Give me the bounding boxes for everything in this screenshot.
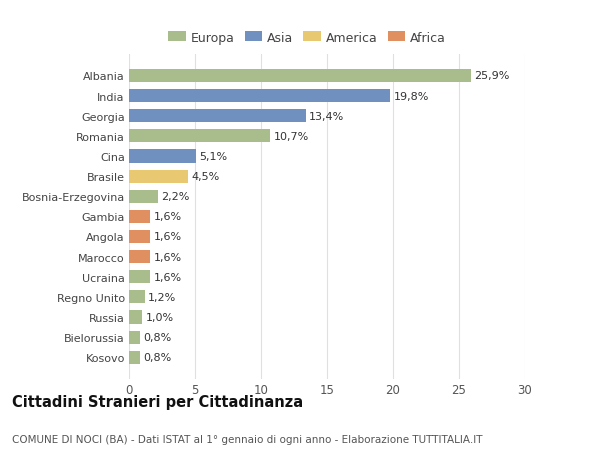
- Bar: [129, 170, 188, 183]
- Text: COMUNE DI NOCI (BA) - Dati ISTAT al 1° gennaio di ogni anno - Elaborazione TUTTI: COMUNE DI NOCI (BA) - Dati ISTAT al 1° g…: [12, 434, 482, 443]
- Text: 1,6%: 1,6%: [154, 232, 182, 242]
- Bar: [129, 130, 270, 143]
- Bar: [129, 230, 150, 243]
- Text: 1,6%: 1,6%: [154, 252, 182, 262]
- Bar: [129, 311, 142, 324]
- Text: 1,0%: 1,0%: [146, 312, 173, 322]
- Bar: [129, 150, 196, 163]
- Text: 19,8%: 19,8%: [394, 91, 429, 101]
- Text: 10,7%: 10,7%: [274, 132, 309, 141]
- Text: 0,8%: 0,8%: [143, 353, 171, 363]
- Bar: [129, 90, 391, 103]
- Text: 5,1%: 5,1%: [200, 151, 228, 162]
- Text: 1,6%: 1,6%: [154, 272, 182, 282]
- Bar: [129, 271, 150, 284]
- Text: 4,5%: 4,5%: [192, 172, 220, 182]
- Bar: [129, 351, 140, 364]
- Text: 13,4%: 13,4%: [309, 112, 344, 122]
- Text: 1,6%: 1,6%: [154, 212, 182, 222]
- Bar: [129, 291, 145, 304]
- Bar: [129, 190, 158, 203]
- Text: 2,2%: 2,2%: [161, 192, 190, 202]
- Bar: [129, 331, 140, 344]
- Text: 1,2%: 1,2%: [148, 292, 176, 302]
- Bar: [129, 110, 306, 123]
- Bar: [129, 251, 150, 263]
- Bar: [129, 70, 471, 83]
- Text: 25,9%: 25,9%: [474, 71, 509, 81]
- Text: Cittadini Stranieri per Cittadinanza: Cittadini Stranieri per Cittadinanza: [12, 394, 303, 409]
- Bar: [129, 210, 150, 224]
- Text: 0,8%: 0,8%: [143, 332, 171, 342]
- Legend: Europa, Asia, America, Africa: Europa, Asia, America, Africa: [166, 29, 449, 47]
